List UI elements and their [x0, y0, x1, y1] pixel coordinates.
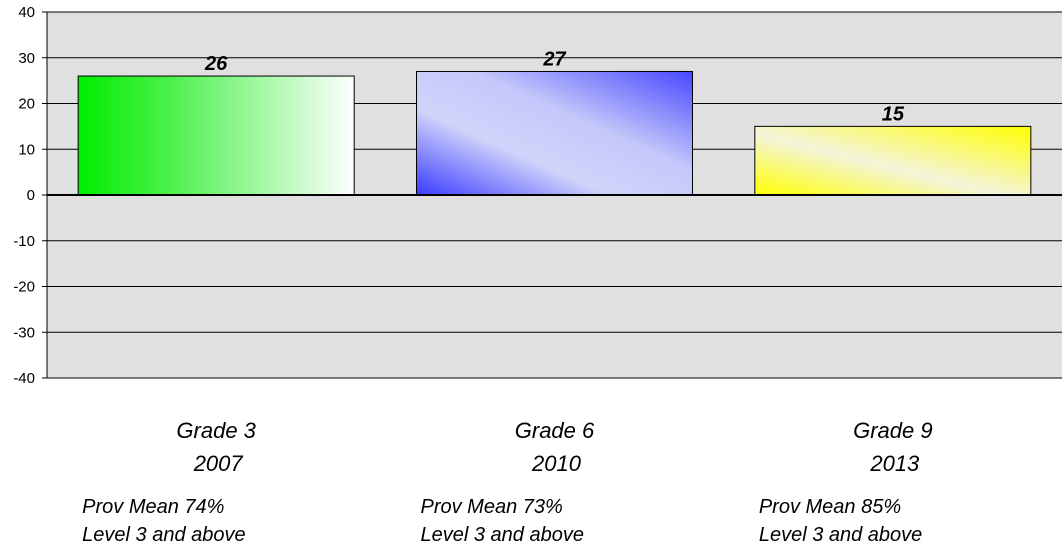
data-label-2: 27 — [542, 48, 566, 70]
y-tick-label: -10 — [13, 233, 35, 250]
prov-mean-label: Prov Mean 73% — [421, 496, 563, 518]
y-tick-label: -30 — [13, 324, 35, 341]
y-tick-label: -40 — [13, 370, 35, 387]
y-tick-label: 20 — [18, 96, 35, 113]
level-label: Level 3 and above — [759, 524, 922, 546]
bar-2 — [416, 70, 693, 196]
category-grade-label: Grade 3 — [176, 418, 256, 443]
y-tick-label: 10 — [18, 141, 35, 158]
category-year-label: 2013 — [869, 451, 920, 476]
y-tick-label: -20 — [13, 279, 35, 296]
y-axis-tick-labels: 40 30 20 10 0 -10 -20 -30 -40 — [13, 4, 35, 387]
data-label-1: 26 — [204, 53, 228, 75]
y-tick-label: 40 — [18, 4, 35, 21]
data-labels: 26 27 15 — [204, 48, 905, 125]
prov-mean-label: Prov Mean 74% — [82, 496, 224, 518]
category-year-label: 2007 — [193, 451, 244, 476]
category-grade-label: Grade 9 — [853, 418, 933, 443]
level-label: Level 3 and above — [421, 524, 584, 546]
y-tick-label: 30 — [18, 50, 35, 67]
bar-1 — [77, 75, 355, 196]
category-labels: Grade 3 2007 Prov Mean 74% Level 3 and abov… — [82, 418, 932, 546]
category-grade-label: Grade 6 — [515, 418, 595, 443]
bars — [77, 70, 1032, 196]
bar-3 — [754, 125, 1032, 196]
level-label: Level 3 and above — [82, 524, 245, 546]
prov-mean-label: Prov Mean 85% — [759, 496, 901, 518]
category-year-label: 2010 — [531, 451, 582, 476]
y-tick-label: 0 — [27, 187, 35, 204]
data-label-3: 15 — [882, 103, 905, 125]
